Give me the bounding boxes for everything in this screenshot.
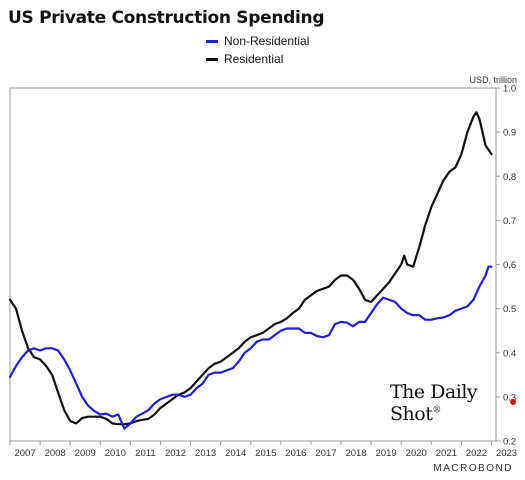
x-tick-label: 2012 [165, 448, 186, 459]
y-tick-label: 0.5 [503, 304, 516, 315]
x-tick-label: 2017 [315, 448, 336, 459]
x-tick-label: 2011 [135, 448, 155, 459]
y-tick-label: 0.2 [503, 437, 516, 448]
y-tick-label: 0.4 [503, 348, 516, 359]
x-tick-label: 2007 [14, 448, 35, 459]
x-tick-label: 2022 [466, 448, 487, 459]
brand-dot [510, 399, 516, 405]
x-tick-label: 2020 [406, 448, 427, 459]
x-tick-label: 2009 [75, 448, 96, 459]
y-tick-label: 0.8 [503, 172, 516, 183]
x-tick-label: 2021 [436, 448, 457, 459]
legend-item-residential: Residential [206, 50, 309, 68]
x-tick-label: 2010 [105, 448, 126, 459]
x-tick-label: 2008 [45, 448, 66, 459]
series-line-non-residential [8, 265, 493, 430]
legend-swatch-non-residential [206, 39, 218, 43]
x-tick-label: 2018 [345, 448, 366, 459]
x-tick-label: 2014 [225, 448, 246, 459]
footer-source: MACROBOND [433, 463, 513, 474]
y-tick-label: 0.7 [503, 216, 516, 227]
y-tick-label: 0.6 [503, 260, 516, 271]
brand-logo: The Daily Shot® [390, 381, 525, 425]
legend: Non-Residential Residential [206, 32, 309, 68]
legend-swatch-residential [206, 57, 218, 61]
x-tick-label: 2019 [376, 448, 397, 459]
x-tick-label: 2013 [195, 448, 216, 459]
brand-name: The Daily Shot [390, 381, 478, 425]
legend-label-non-residential: Non-Residential [224, 34, 310, 48]
legend-label-residential: Residential [224, 52, 284, 66]
x-tick-label: 2016 [285, 448, 306, 459]
y-tick-label: 1.0 [503, 84, 516, 95]
chart-title: US Private Construction Spending [8, 8, 325, 28]
y-axis-unit-label: USD, trillion [469, 75, 517, 85]
series-line-residential [8, 111, 493, 426]
x-tick-label: 2015 [255, 448, 276, 459]
legend-item-non-residential: Non-Residential [206, 32, 309, 50]
y-tick-label: 0.3 [503, 392, 516, 403]
y-tick-label: 0.9 [503, 128, 516, 139]
x-tick-label: 2023 [496, 448, 517, 459]
brand-registered-mark: ® [432, 405, 441, 416]
